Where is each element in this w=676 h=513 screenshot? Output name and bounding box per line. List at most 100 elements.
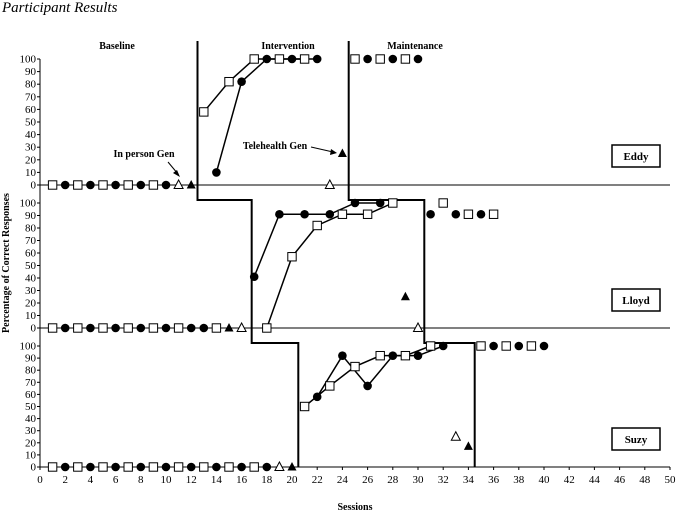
x-tick-label: 38 (513, 474, 525, 486)
data-point-square (47, 180, 58, 190)
data-point-filled-triangle (400, 291, 410, 301)
data-point-circle (275, 209, 284, 219)
data-point-circle (86, 323, 95, 333)
x-tick-label: 16 (236, 474, 248, 486)
data-point-circle (237, 462, 246, 472)
data-point-square (400, 350, 411, 361)
y-tick-label: 40 (25, 413, 37, 425)
data-point-circle (350, 198, 360, 208)
participant-label: Eddy (623, 151, 649, 163)
data-point-square (148, 462, 159, 472)
data-point-circle (136, 462, 146, 472)
data-point-circle (426, 209, 435, 219)
phase-change-line-1 (196, 41, 300, 467)
y-tick-label: 40 (25, 129, 37, 141)
annotation-arrow-telehealth (310, 146, 334, 153)
data-point-filled-triangle (186, 180, 196, 189)
data-point-square (123, 323, 133, 333)
x-tick-label: 36 (488, 474, 500, 486)
data-point-square (463, 209, 474, 219)
data-point-circle (363, 381, 372, 391)
data-point-square (211, 323, 222, 333)
y-tick-label: 0 (31, 323, 37, 335)
data-point-square (362, 209, 373, 219)
data-point-open-triangle (173, 178, 184, 189)
annotation-telehealth-gen: Telehealth Gen (243, 141, 308, 152)
phase-label: Maintenance (387, 41, 443, 52)
y-tick-label: 70 (25, 235, 37, 247)
data-point-circle (539, 341, 549, 351)
data-point-circle (136, 180, 146, 190)
participant-label: Lloyd (622, 295, 650, 307)
page-title: Participant Results (2, 0, 118, 16)
data-point-open-triangle (324, 178, 336, 189)
x-tick-label: 8 (138, 474, 144, 486)
participant-label: Suzy (625, 434, 648, 446)
y-tick-label: 90 (25, 353, 37, 365)
data-point-square (400, 54, 411, 64)
data-point-circle (161, 180, 171, 190)
y-tick-label: 80 (25, 365, 37, 377)
phase-label: Intervention (261, 41, 315, 52)
data-point-circle (161, 323, 171, 333)
x-tick-label: 20 (287, 474, 299, 486)
data-point-circle (60, 462, 70, 472)
y-tick-label: 80 (25, 223, 37, 235)
data-point-square (73, 323, 83, 333)
data-point-open-triangle (450, 430, 462, 441)
data-point-circle (388, 54, 398, 64)
x-tick-label: 28 (387, 474, 399, 486)
data-point-square (249, 54, 259, 64)
data-point-square (388, 198, 398, 208)
x-tick-label: 48 (639, 474, 651, 486)
phase-label: Baseline (99, 41, 135, 52)
data-point-square (249, 462, 259, 472)
x-tick-label: 44 (589, 474, 601, 486)
series-line (203, 58, 305, 113)
y-tick-label: 40 (25, 273, 37, 285)
data-point-square (224, 462, 234, 472)
data-point-circle (60, 180, 70, 190)
participant-label-box (611, 288, 661, 312)
data-point-square (262, 323, 272, 333)
x-tick-label: 46 (614, 474, 626, 486)
y-tick-label: 100 (20, 341, 37, 353)
x-tick-label: 32 (438, 474, 449, 486)
data-point-square (312, 220, 322, 231)
y-tick-label: 20 (25, 298, 37, 310)
data-point-circle (212, 462, 221, 472)
data-point-square (501, 341, 511, 351)
data-point-circle (249, 272, 259, 282)
data-point-square (375, 350, 385, 361)
data-point-square (274, 54, 285, 64)
series-line (215, 58, 318, 173)
data-point-square (476, 341, 486, 351)
data-point-square (173, 323, 184, 333)
annotation-arrowhead-telehealth (330, 149, 337, 155)
annotation-arrowhead-in-person (173, 170, 180, 177)
data-point-square (438, 198, 448, 208)
data-point-circle (86, 462, 95, 472)
data-point-square (173, 462, 184, 472)
x-tick-label: 26 (362, 474, 374, 486)
data-point-circle (375, 198, 385, 208)
x-tick-label: 12 (186, 474, 197, 486)
y-tick-label: 100 (20, 198, 37, 210)
data-point-circle (111, 323, 120, 333)
y-tick-label: 50 (25, 401, 37, 413)
y-tick-label: 60 (25, 248, 37, 260)
data-point-square (47, 323, 58, 333)
data-point-circle (325, 209, 335, 219)
x-tick-label: 2 (62, 474, 68, 486)
data-point-square (350, 54, 360, 64)
x-tick-label: 30 (413, 474, 425, 486)
data-point-square (287, 252, 297, 262)
y-tick-label: 20 (25, 154, 37, 166)
data-point-circle (413, 54, 423, 64)
y-tick-label: 20 (25, 437, 37, 449)
data-point-circle (111, 180, 120, 190)
data-point-square (199, 107, 209, 117)
data-point-circle (199, 323, 209, 333)
data-point-square (337, 209, 348, 219)
